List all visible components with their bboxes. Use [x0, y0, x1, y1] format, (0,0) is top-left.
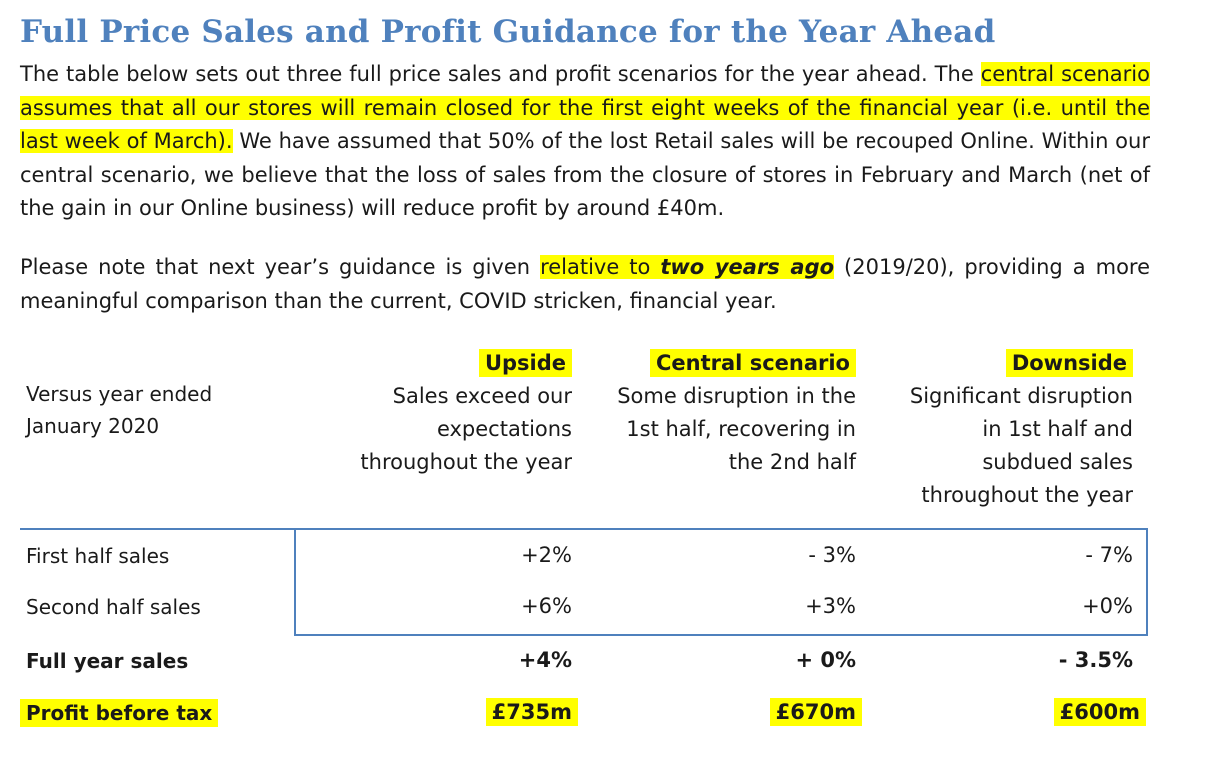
comparison-label-line1: Versus year ended: [26, 382, 213, 406]
cell-profit-central-text: £670m: [769, 698, 862, 726]
column-header-central: Central scenario Some disruption in the …: [617, 347, 856, 479]
column-header-upside: Upside Sales exceed our expectations thr…: [360, 347, 572, 479]
table-header-rule: [20, 528, 1148, 530]
cell-full-year-downside: - 3.5%: [1058, 648, 1133, 672]
column-desc-downside-3: subdued sales: [982, 450, 1133, 474]
column-desc-central-1: Some disruption in the: [617, 384, 856, 408]
cell-profit-downside: £600m: [1053, 698, 1146, 726]
note-paragraph: Please note that next year’s guidance is…: [20, 251, 1150, 318]
cell-second-half-upside: +6%: [521, 594, 572, 618]
column-name-central: Central scenario: [650, 349, 856, 377]
column-header-downside: Downside Significant disruption in 1st h…: [910, 347, 1133, 512]
column-desc-central-3: the 2nd half: [728, 450, 856, 474]
cell-profit-upside: £735m: [485, 698, 578, 726]
column-desc-upside-2: expectations: [436, 417, 572, 441]
cell-second-half-central: +3%: [805, 594, 856, 618]
intro-text-2: We have assumed that 50% of the lost Ret…: [20, 129, 1150, 220]
page-title: Full Price Sales and Profit Guidance for…: [20, 14, 996, 50]
column-desc-upside-3: throughout the year: [360, 450, 572, 474]
row-label-profit: Profit before tax: [20, 697, 219, 730]
row-label-profit-text: Profit before tax: [20, 699, 219, 727]
column-name-downside: Downside: [1005, 349, 1133, 377]
cell-profit-upside-text: £735m: [485, 698, 578, 726]
column-desc-downside-2: in 1st half and: [982, 417, 1133, 441]
note-highlight-text: relative to: [540, 255, 661, 279]
cell-second-half-downside: +0%: [1082, 594, 1133, 618]
intro-text-1: The table below sets out three full pric…: [20, 62, 981, 86]
row-label-second-half: Second half sales: [26, 595, 201, 619]
cell-first-half-central: - 3%: [808, 543, 856, 567]
half-year-box: [294, 530, 1148, 636]
comparison-label: Versus year ended January 2020: [26, 378, 212, 442]
cell-first-half-downside: - 7%: [1085, 543, 1133, 567]
note-highlight: relative to two years ago: [540, 255, 835, 279]
note-text-2: (2019/20), providing a more meaningful c…: [20, 255, 1151, 313]
comparison-label-line2: January 2020: [26, 414, 160, 438]
cell-profit-central: £670m: [769, 698, 862, 726]
row-label-full-year: Full year sales: [26, 649, 189, 673]
cell-full-year-upside: +4%: [518, 648, 572, 672]
column-desc-central-2: 1st half, recovering in: [626, 417, 856, 441]
column-desc-downside-1: Significant disruption: [909, 384, 1133, 408]
intro-paragraph: The table below sets out three full pric…: [20, 58, 1150, 226]
note-emphasis: two years ago: [660, 255, 835, 279]
column-desc-downside-4: throughout the year: [921, 483, 1133, 507]
column-desc-upside-1: Sales exceed our: [392, 384, 572, 408]
note-text-1: Please note that next year’s guidance is…: [20, 255, 541, 279]
column-name-upside: Upside: [478, 349, 572, 377]
cell-first-half-upside: +2%: [521, 543, 572, 567]
row-label-first-half: First half sales: [26, 544, 170, 568]
cell-profit-downside-text: £600m: [1053, 698, 1146, 726]
cell-full-year-central: + 0%: [795, 648, 856, 672]
